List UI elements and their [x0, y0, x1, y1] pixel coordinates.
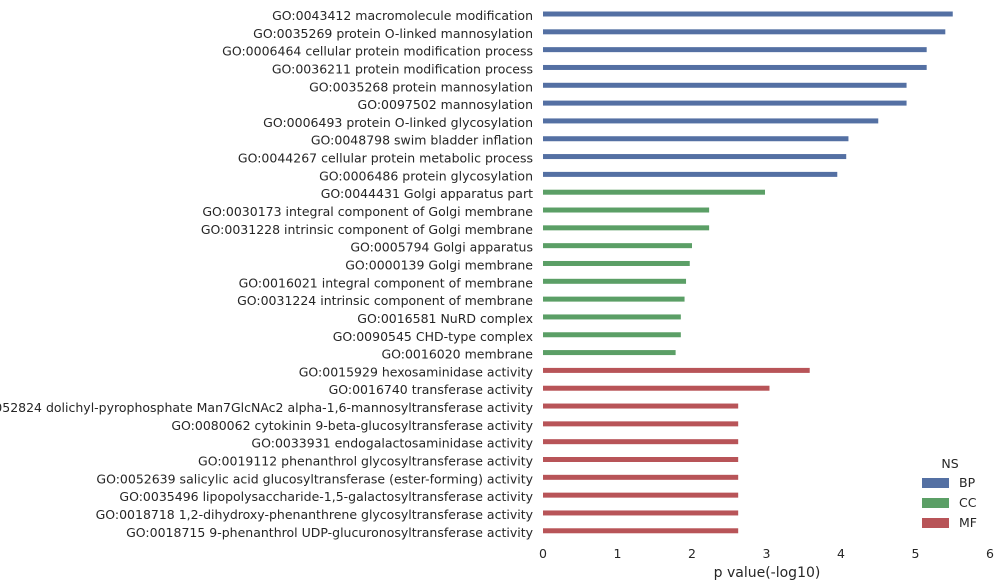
category-label: GO:0043412 macromolecule modification [272, 8, 533, 23]
category-label: GO:0035268 protein mannosylation [309, 79, 533, 94]
category-label: GO:0015929 hexosaminidase activity [299, 364, 534, 379]
category-label: GO:0044431 Golgi apparatus part [321, 186, 533, 201]
category-label: GO:0016021 integral component of membran… [239, 275, 534, 290]
bar-cc [543, 225, 710, 231]
category-label: GO:0006464 cellular protein modification… [222, 44, 533, 59]
category-label: GO:0019112 phenanthrol glycosyltransfera… [198, 454, 534, 469]
x-tick-label: 6 [986, 546, 994, 561]
category-label: GO:0000139 Golgi membrane [345, 257, 533, 272]
category-label: GO:0044267 cellular protein metabolic pr… [238, 151, 533, 166]
bar-mf [543, 385, 770, 391]
category-label: GO:0030173 integral component of Golgi m… [202, 204, 533, 219]
legend: NS BP CC MF [922, 456, 977, 530]
bar-mf [543, 457, 739, 462]
category-labels-group: GO:0043412 macromolecule modification GO:… [0, 8, 534, 540]
bar-bp [543, 136, 849, 142]
bar-mf [543, 510, 739, 516]
x-tick-label: 2 [688, 546, 696, 561]
category-label: GO:0016740 transferase activity [329, 382, 534, 397]
bar-cc [543, 314, 681, 320]
bar-bp [543, 154, 847, 160]
bar-mf [543, 403, 739, 409]
bar-mf [543, 474, 739, 480]
x-tick-label: 4 [837, 546, 845, 561]
bar-cc [543, 296, 685, 302]
category-label: GO:0036211 protein modification process [272, 61, 533, 76]
x-tick-label: 5 [912, 546, 920, 561]
legend-label-mf: MF [959, 515, 977, 530]
bar-mf [543, 421, 739, 427]
bar-cc [543, 260, 690, 266]
category-label: GO:0048798 swim bladder inflation [311, 133, 533, 148]
bar-cc [543, 243, 692, 249]
category-label: GO:0090545 CHD-type complex [333, 329, 533, 344]
legend-label-bp: BP [959, 475, 976, 490]
bar-cc [543, 278, 687, 284]
bar-bp [543, 171, 838, 177]
legend-swatch-mf [922, 518, 949, 528]
category-label: GO:0031228 intrinsic component of Golgi … [201, 222, 533, 237]
bars-group [543, 11, 953, 534]
x-axis-ticks-group: 0 1 2 3 4 5 6 [539, 546, 994, 561]
x-tick-label: 3 [763, 546, 771, 561]
legend-swatch-cc [922, 498, 949, 508]
bar-bp [543, 47, 927, 53]
category-label: GO:0052824 dolichyl-pyrophosphate Man7Gl… [0, 400, 534, 415]
category-label: GO:0052639 salicylic acid glucosyltransf… [96, 471, 533, 486]
legend-label-cc: CC [959, 495, 977, 510]
category-label: GO:0006493 protein O-linked glycosylatio… [263, 115, 533, 130]
category-label: GO:0005794 Golgi apparatus [350, 240, 533, 255]
category-label: GO:0097502 mannosylation [358, 97, 533, 112]
bar-bp [543, 64, 927, 70]
category-label: GO:0006486 protein glycosylation [319, 168, 533, 183]
bar-cc [543, 207, 710, 213]
bar-mf [543, 367, 810, 373]
category-label: GO:0035496 lipopolysaccharide-1,5-galact… [119, 489, 533, 504]
bar-bp [543, 100, 907, 106]
legend-swatch-bp [922, 478, 949, 488]
legend-title: NS [941, 456, 958, 471]
bar-mf [543, 439, 739, 445]
x-tick-label: 1 [614, 546, 622, 561]
category-label: GO:0016581 NuRD complex [357, 311, 533, 326]
category-label: GO:0018715 9-phenanthrol UDP-glucuronosy… [126, 525, 533, 540]
category-label: GO:0033931 endogalactosaminidase activit… [251, 436, 533, 451]
category-label: GO:0018718 1,2-dihydroxy-phenanthrene gl… [96, 507, 534, 522]
bar-cc [543, 189, 766, 195]
category-label: GO:0031224 intrinsic component of membra… [237, 293, 533, 308]
bar-cc [543, 350, 676, 356]
bar-bp [543, 29, 946, 35]
bar-mf [543, 528, 739, 534]
bar-bp [543, 82, 907, 88]
bar-mf [543, 492, 739, 498]
category-label: GO:0080062 cytokinin 9-beta-glucosyltran… [171, 418, 533, 433]
bar-cc [543, 332, 681, 338]
x-axis-label: p value(-log10) [714, 565, 821, 581]
x-tick-label: 0 [539, 546, 547, 561]
category-label: GO:0035269 protein O-linked mannosylatio… [253, 26, 533, 41]
bar-bp [543, 118, 879, 124]
bar-bp [543, 11, 953, 17]
category-label: GO:0016020 membrane [381, 347, 533, 362]
